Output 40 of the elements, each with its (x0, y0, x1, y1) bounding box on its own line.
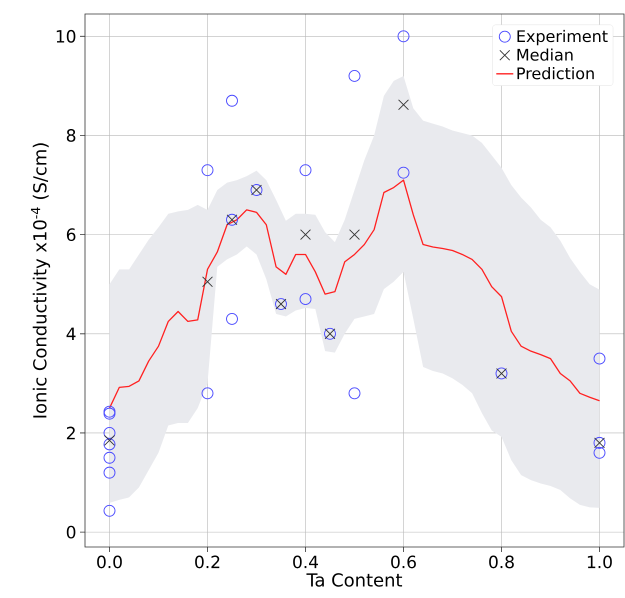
legend-label: Median (517, 48, 573, 61)
x-tick-label: 0.2 (195, 556, 220, 568)
point (349, 229, 360, 240)
y-tick-label: 6 (66, 228, 76, 242)
point (104, 427, 116, 439)
point (348, 387, 360, 400)
y-tick-label: 4 (66, 328, 76, 340)
x-tick-label: 1.0 (588, 556, 612, 568)
y-tick-label: 8 (66, 129, 76, 142)
x-tick-label: 0.4 (293, 556, 318, 568)
x-tick-label: 0.8 (489, 556, 514, 568)
point (594, 446, 606, 459)
point (104, 504, 116, 517)
point (300, 293, 312, 306)
point (202, 387, 214, 400)
point (398, 99, 409, 110)
point (104, 435, 115, 446)
y-axis-title: Ionic Conductivity x10$^{-4}$ (S/cm) (30, 143, 50, 418)
point (104, 452, 116, 464)
y-tick-label: 10 (56, 30, 76, 43)
point (202, 276, 213, 288)
legend-label: Prediction (517, 67, 594, 80)
legend-label: Experiment (517, 30, 608, 46)
x-tick-label: 0.6 (391, 556, 416, 568)
point (348, 70, 360, 82)
point (594, 352, 606, 365)
line-series (108, 179, 600, 409)
point (300, 164, 312, 176)
point (226, 94, 238, 107)
point (226, 312, 238, 325)
point (398, 30, 410, 42)
point (300, 229, 311, 240)
x-tick-label: 0.0 (97, 556, 122, 568)
point (104, 438, 116, 450)
y-tick-label: 2 (66, 426, 75, 440)
point (202, 164, 214, 176)
point (104, 466, 116, 479)
y-tick-label: 0 (66, 526, 76, 539)
point (398, 166, 410, 179)
x-axis-title: Ta Content (306, 573, 402, 587)
